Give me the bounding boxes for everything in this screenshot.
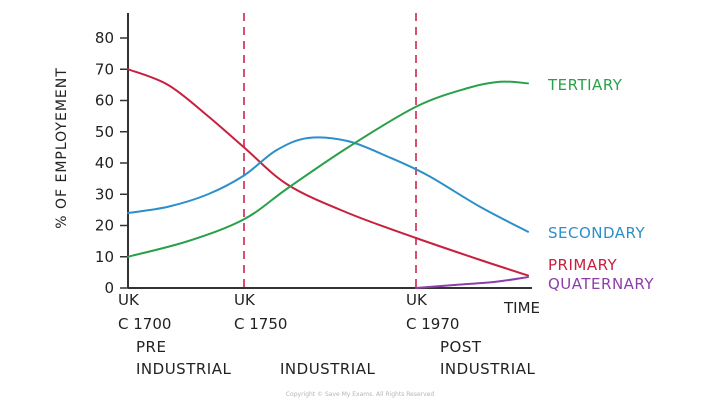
copyright-text: Copyright © Save My Exams. All Rights Re… <box>286 391 435 398</box>
primary-series-line <box>127 68 529 277</box>
x-axis-labels: UK C 1700 UK C 1750 UK C 1970 TIME PRE INDUSTRIA… <box>118 291 540 378</box>
y-tick-label: 70 <box>95 60 114 78</box>
pre-industrial-phase-label: PRE <box>136 338 166 356</box>
x-marker-label: UK <box>234 291 256 309</box>
y-tick-label: 60 <box>95 92 114 110</box>
y-tick-label: 30 <box>95 185 114 203</box>
axes: 0 10 20 30 40 50 60 70 80 <box>95 13 532 297</box>
y-tick-label: 20 <box>95 217 114 235</box>
y-tick-label: 0 <box>104 279 114 297</box>
quaternary-series-line <box>415 276 529 289</box>
tertiary-series-line <box>127 80 529 258</box>
primary-series-label: PRIMARY <box>548 256 618 274</box>
pre-industrial-phase-label: INDUSTRIAL <box>136 360 231 378</box>
y-tick-label: 40 <box>95 154 114 172</box>
series-labels: PRIMARY SECONDARY TERTIARY QUATERNARY <box>547 76 654 293</box>
quaternary-series-label: QUATERNARY <box>548 275 654 293</box>
x-marker-date: C 1750 <box>234 315 287 333</box>
x-marker-label: UK <box>406 291 428 309</box>
series-lines <box>127 68 529 289</box>
x-marker-date: C 1970 <box>406 315 459 333</box>
x-marker-date: C 1700 <box>118 315 171 333</box>
x-marker-label: UK <box>118 291 140 309</box>
post-industrial-phase-label: INDUSTRIAL <box>440 360 535 378</box>
tertiary-series-label: TERTIARY <box>547 76 623 94</box>
secondary-series-line <box>127 136 529 233</box>
industrial-phase-label: INDUSTRIAL <box>280 360 375 378</box>
y-axis-title: % OF EMPLOYEMENT <box>54 67 70 229</box>
secondary-series-label: SECONDARY <box>548 224 646 242</box>
period-dividers <box>243 13 417 288</box>
x-axis-title: TIME <box>503 299 540 317</box>
y-tick-label: 50 <box>95 123 114 141</box>
y-tick-label: 80 <box>95 29 114 47</box>
y-tick-label: 10 <box>95 248 114 266</box>
post-industrial-phase-label: POST <box>440 338 482 356</box>
